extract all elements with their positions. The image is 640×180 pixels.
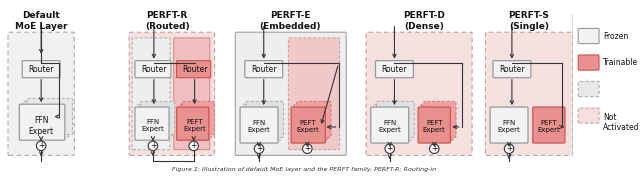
FancyBboxPatch shape	[366, 32, 472, 155]
Text: Default
MoE Layer: Default MoE Layer	[15, 11, 67, 31]
Text: +: +	[191, 141, 197, 150]
Text: +: +	[431, 144, 437, 153]
Circle shape	[504, 144, 514, 154]
Text: PEFT
Expert: PEFT Expert	[296, 120, 319, 133]
FancyBboxPatch shape	[578, 55, 599, 70]
FancyBboxPatch shape	[27, 98, 72, 134]
FancyBboxPatch shape	[22, 61, 60, 78]
FancyBboxPatch shape	[135, 107, 169, 140]
Circle shape	[303, 144, 312, 154]
FancyBboxPatch shape	[371, 107, 409, 143]
FancyBboxPatch shape	[376, 61, 413, 78]
FancyBboxPatch shape	[532, 107, 565, 143]
Text: PEFT
Expert: PEFT Expert	[538, 120, 560, 133]
FancyBboxPatch shape	[174, 38, 210, 150]
Text: PERFT-S
(Single): PERFT-S (Single)	[509, 11, 549, 31]
FancyBboxPatch shape	[421, 104, 453, 140]
FancyBboxPatch shape	[177, 107, 209, 140]
FancyBboxPatch shape	[289, 38, 339, 150]
Text: PERFT-E
(Embedded): PERFT-E (Embedded)	[259, 11, 321, 31]
FancyBboxPatch shape	[291, 107, 325, 143]
FancyBboxPatch shape	[490, 107, 528, 143]
FancyBboxPatch shape	[485, 32, 573, 155]
FancyBboxPatch shape	[240, 107, 278, 143]
FancyBboxPatch shape	[245, 61, 283, 78]
FancyBboxPatch shape	[294, 104, 328, 140]
Text: Figure 1: Illustration of default MoE layer and the PERFT family. PERFT-R: Routi: Figure 1: Illustration of default MoE la…	[172, 167, 436, 172]
Text: Router: Router	[499, 65, 525, 74]
FancyBboxPatch shape	[138, 104, 172, 137]
FancyBboxPatch shape	[246, 101, 284, 137]
Text: Router: Router	[381, 65, 407, 74]
Text: FFN
Expert: FFN Expert	[378, 120, 401, 133]
FancyBboxPatch shape	[236, 32, 346, 155]
Text: PERFT-D
(Dense): PERFT-D (Dense)	[403, 11, 445, 31]
FancyBboxPatch shape	[418, 107, 451, 143]
FancyBboxPatch shape	[297, 101, 331, 137]
FancyBboxPatch shape	[129, 32, 214, 155]
Text: Not
Activated: Not Activated	[603, 112, 639, 132]
Circle shape	[254, 144, 264, 154]
FancyBboxPatch shape	[493, 61, 531, 78]
FancyBboxPatch shape	[243, 104, 281, 140]
Text: +: +	[387, 144, 393, 153]
Circle shape	[385, 144, 394, 154]
Text: Router: Router	[251, 65, 276, 74]
FancyBboxPatch shape	[19, 104, 65, 140]
Circle shape	[36, 141, 46, 151]
Text: PEFT
Expert: PEFT Expert	[183, 120, 206, 132]
Text: +: +	[506, 144, 512, 153]
FancyBboxPatch shape	[135, 61, 171, 78]
Text: Frozen: Frozen	[603, 31, 628, 40]
FancyBboxPatch shape	[376, 101, 414, 137]
Text: +: +	[304, 144, 310, 153]
Circle shape	[429, 144, 439, 154]
Text: +: +	[150, 141, 156, 150]
FancyBboxPatch shape	[8, 32, 74, 155]
Text: PEFT
Expert: PEFT Expert	[423, 120, 445, 133]
FancyBboxPatch shape	[578, 28, 599, 44]
FancyBboxPatch shape	[23, 101, 68, 137]
Text: +: +	[38, 141, 44, 150]
FancyBboxPatch shape	[578, 82, 599, 97]
FancyBboxPatch shape	[578, 108, 599, 123]
FancyBboxPatch shape	[374, 104, 412, 140]
Text: +: +	[256, 144, 262, 153]
FancyBboxPatch shape	[141, 101, 175, 134]
Text: FFN
Expert: FFN Expert	[248, 120, 270, 133]
Text: Router: Router	[28, 65, 54, 74]
Text: FFN
Expert: FFN Expert	[29, 116, 54, 136]
Text: Trainable: Trainable	[603, 58, 638, 67]
FancyBboxPatch shape	[132, 38, 170, 150]
FancyBboxPatch shape	[179, 104, 212, 137]
Text: FFN
Expert: FFN Expert	[498, 120, 520, 133]
Text: FFN
Expert: FFN Expert	[141, 120, 164, 132]
FancyBboxPatch shape	[177, 61, 211, 78]
Text: Router: Router	[141, 65, 166, 74]
Circle shape	[189, 141, 198, 151]
FancyBboxPatch shape	[182, 101, 214, 134]
FancyBboxPatch shape	[424, 101, 456, 137]
Circle shape	[148, 141, 157, 151]
Text: PERFT-R
(Routed): PERFT-R (Routed)	[145, 11, 189, 31]
Text: Router: Router	[182, 65, 207, 74]
